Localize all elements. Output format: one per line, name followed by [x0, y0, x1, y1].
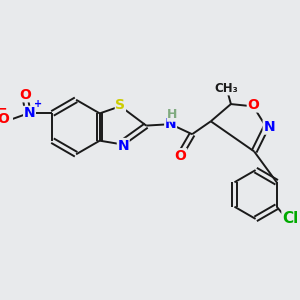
Text: −: − — [0, 101, 8, 116]
Text: S: S — [116, 98, 125, 112]
Text: N: N — [117, 139, 129, 153]
Text: N: N — [263, 120, 275, 134]
Text: +: + — [34, 99, 43, 109]
Text: O: O — [248, 98, 259, 112]
Text: Cl: Cl — [282, 211, 298, 226]
Text: H: H — [167, 109, 177, 122]
Text: N: N — [165, 117, 176, 131]
Text: O: O — [175, 149, 187, 163]
Text: CH₃: CH₃ — [215, 82, 238, 95]
Text: N: N — [24, 106, 35, 120]
Text: O: O — [19, 88, 31, 102]
Text: O: O — [0, 112, 10, 126]
